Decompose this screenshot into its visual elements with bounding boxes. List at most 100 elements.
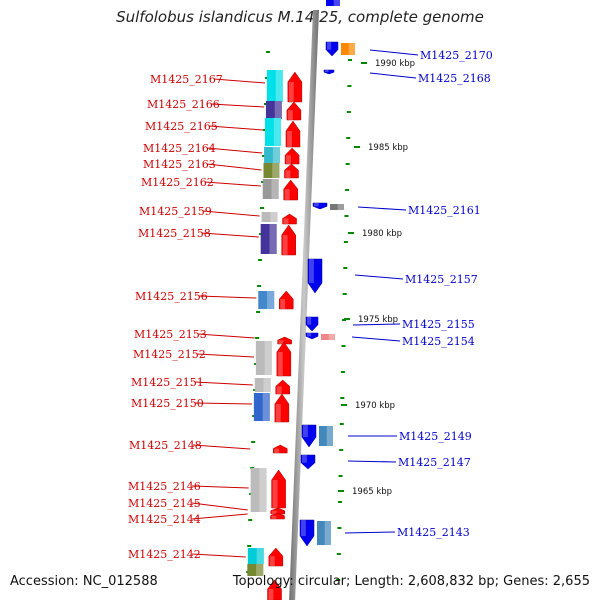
reverse-gene-arrow-shine (307, 317, 312, 325)
reverse-label-leader (357, 206, 407, 211)
forward-gene-arrow-shine (269, 556, 275, 566)
tick-mark-left (247, 545, 252, 547)
reverse-gene-arrow (300, 454, 316, 470)
forward-label-leader (206, 147, 263, 154)
forward-gene-arrow (285, 120, 301, 148)
forward-gene-feature-shine (272, 163, 280, 178)
forward-gene-feature-shine (264, 341, 272, 375)
tick-mark-right (337, 527, 342, 529)
tick-mark-right (348, 59, 352, 61)
forward-label-leader (191, 553, 246, 558)
tick-mark-left (260, 207, 265, 209)
forward-gene-arrow-shine (283, 218, 289, 224)
tick-mark-right (339, 423, 344, 425)
reverse-gene-label: M1425_2149 (399, 430, 472, 443)
forward-gene-label: M1425_2145 (128, 497, 201, 510)
forward-gene-arrow (287, 71, 303, 103)
forward-gene-arrow-shine (285, 170, 291, 178)
forward-gene-feature-shine (274, 101, 282, 119)
forward-gene-label: M1425_2162 (141, 176, 214, 189)
reverse-gene-feature-shine (337, 204, 344, 210)
tick-mark-right (340, 371, 345, 373)
reverse-gene-label: M1425_2154 (402, 335, 475, 348)
forward-gene-label: M1425_2146 (128, 480, 201, 493)
forward-gene-arrow-shine (268, 589, 274, 600)
reverse-label-leader (369, 49, 419, 56)
reverse-gene-label: M1425_2161 (408, 204, 481, 217)
reverse-gene-feature-shine (333, 0, 340, 6)
forward-gene-label: M1425_2167 (150, 73, 223, 86)
tick-mark-left (258, 259, 263, 261)
forward-label-leader (194, 402, 253, 405)
forward-gene-label: M1425_2150 (131, 397, 204, 410)
forward-gene-arrow-shine (280, 299, 286, 309)
reverse-gene-arrow-shine (309, 259, 314, 283)
tick-mark-right (345, 163, 350, 165)
scale-label: 1965 kbp (352, 487, 392, 497)
forward-gene-arrow-shine (275, 404, 281, 422)
reverse-gene-arrow (323, 69, 335, 75)
reverse-gene-arrow-shine (302, 455, 307, 463)
forward-gene-feature-shine (271, 179, 279, 199)
reverse-gene-arrow-shine (301, 520, 306, 536)
forward-label-leader (197, 333, 255, 339)
forward-gene-arrow-shine (272, 480, 278, 508)
forward-gene-arrow (267, 579, 282, 600)
forward-gene-label: M1425_2159 (139, 205, 212, 218)
forward-gene-label: M1425_2153 (134, 328, 207, 341)
reverse-gene-arrow-shine (327, 42, 332, 50)
forward-gene-feature-shine (256, 564, 264, 576)
scale-tick (341, 404, 347, 406)
reverse-gene-arrow (301, 424, 317, 448)
scale-label: 1980 kbp (362, 229, 402, 239)
forward-gene-label: M1425_2163 (143, 158, 216, 171)
reverse-gene-arrow (312, 202, 328, 210)
forward-gene-feature (247, 548, 264, 564)
reverse-gene-arrow (299, 519, 315, 547)
forward-gene-arrow-shine (271, 515, 277, 519)
tick-mark-right (343, 267, 348, 269)
forward-gene-feature (265, 101, 282, 119)
forward-gene-arrow-shine (287, 110, 293, 120)
reverse-gene-arrow (307, 258, 323, 294)
tick-mark-left (257, 285, 262, 287)
forward-gene-arrow-shine (274, 448, 280, 453)
tick-mark-right (343, 241, 348, 243)
forward-gene-feature-shine (259, 468, 267, 512)
forward-gene-arrow (274, 393, 290, 423)
forward-label-leader (202, 210, 260, 217)
tick-mark-right (336, 579, 341, 581)
forward-gene-label: M1425_2144 (128, 513, 201, 526)
tick-mark-right (338, 475, 343, 477)
forward-gene-feature (262, 179, 279, 199)
forward-gene-feature (266, 70, 283, 102)
forward-gene-feature (254, 378, 271, 392)
reverse-gene-label: M1425_2147 (398, 456, 471, 469)
genome-summary: Topology: circular; Length: 2,608,832 bp… (232, 574, 590, 589)
forward-gene-feature (247, 564, 264, 576)
forward-gene-arrow-shine (276, 386, 282, 394)
reverse-gene-label: M1425_2168 (418, 72, 491, 85)
forward-label-leader (201, 232, 259, 238)
tick-mark-left (251, 441, 256, 443)
forward-label-leader (208, 125, 264, 131)
reverse-gene-feature (317, 521, 331, 545)
forward-gene-arrow (268, 547, 284, 567)
reverse-gene-arrow (305, 316, 319, 332)
forward-gene-label: M1425_2166 (147, 98, 220, 111)
tick-mark-right (346, 111, 351, 113)
tick-mark-right (339, 449, 344, 451)
reverse-gene-feature-shine (328, 334, 335, 340)
forward-gene-arrow-shine (271, 510, 277, 514)
reverse-gene-arrow-shine (314, 203, 319, 207)
reverse-label-leader (354, 274, 404, 280)
forward-gene-feature (250, 468, 267, 512)
reverse-gene-feature-shine (324, 521, 331, 545)
forward-gene-arrow-shine (278, 340, 284, 344)
scale-tick (361, 62, 367, 64)
forward-label-leader (191, 485, 249, 489)
tick-mark-right (341, 345, 346, 347)
forward-gene-feature-shine (263, 378, 271, 392)
forward-gene-arrow (275, 379, 290, 395)
tick-mark-right (347, 85, 352, 87)
